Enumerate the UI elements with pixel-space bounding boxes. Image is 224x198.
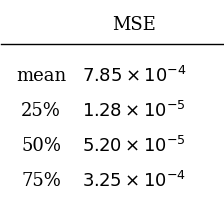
Text: MSE: MSE (112, 16, 156, 34)
Text: 50%: 50% (21, 137, 61, 155)
Text: $7.85\times 10^{-4}$: $7.85\times 10^{-4}$ (82, 66, 186, 86)
Text: $5.20\times 10^{-5}$: $5.20\times 10^{-5}$ (82, 136, 186, 156)
Text: mean: mean (16, 67, 66, 85)
Text: 25%: 25% (21, 102, 61, 120)
Text: $1.28\times 10^{-5}$: $1.28\times 10^{-5}$ (82, 101, 186, 121)
Text: 75%: 75% (21, 172, 61, 190)
Text: $3.25\times 10^{-4}$: $3.25\times 10^{-4}$ (82, 171, 186, 191)
